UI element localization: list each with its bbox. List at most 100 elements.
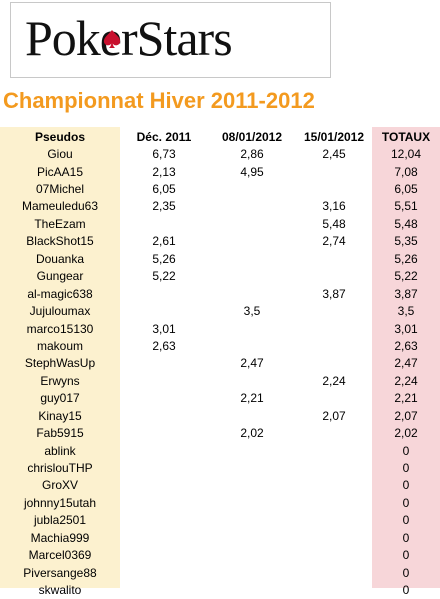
- cell-pseudo: guy017: [40, 391, 80, 406]
- cell-15-01-2012: [296, 564, 372, 581]
- cell-dec-2011: [120, 302, 208, 319]
- header-dec-2011: Déc. 2011: [136, 129, 192, 144]
- cell-15-01-2012: [296, 163, 372, 180]
- table-row: BlackShot15 2,61 2,74 5,35: [0, 233, 440, 250]
- cell-08-01-2012: [208, 372, 296, 389]
- cell-08-01-2012: [208, 407, 296, 424]
- cell-15-01-2012: [296, 581, 372, 598]
- cell-dec-2011: [120, 355, 208, 372]
- cell-15-01-2012: [296, 302, 372, 319]
- cell-08-01-2012: 2,21: [240, 391, 264, 406]
- cell-total: 3,01: [394, 321, 418, 336]
- cell-pseudo: StephWasUp: [24, 356, 96, 371]
- cell-15-01-2012: 2,74: [322, 234, 346, 249]
- cell-08-01-2012: [208, 512, 296, 529]
- cell-pseudo: Gungear: [36, 269, 84, 284]
- cell-total: 2,63: [394, 338, 418, 353]
- cell-total: 2,47: [394, 356, 418, 371]
- cell-dec-2011: 2,13: [152, 164, 176, 179]
- cell-dec-2011: [120, 424, 208, 441]
- cell-dec-2011: [120, 547, 208, 564]
- table-body: Giou 6,73 2,86 2,45 12,04 PicAA15 2,13 4,95 7,08…: [0, 145, 440, 598]
- cell-total: 5,35: [394, 234, 418, 249]
- cell-total: 0: [402, 583, 410, 598]
- cell-total: 6,05: [394, 182, 418, 197]
- cell-pseudo: skwalito: [38, 583, 82, 598]
- table-row: TheEzam 5,48 5,48: [0, 215, 440, 232]
- cell-15-01-2012: [296, 442, 372, 459]
- cell-pseudo: TheEzam: [34, 216, 86, 231]
- header-totaux: TOTAUX: [381, 129, 431, 144]
- table-row: PicAA15 2,13 4,95 7,08: [0, 163, 440, 180]
- cell-15-01-2012: [296, 390, 372, 407]
- spade-icon: [103, 30, 121, 48]
- cell-08-01-2012: [208, 215, 296, 232]
- table-row: Erwyns 2,24 2,24: [0, 372, 440, 389]
- cell-08-01-2012: [208, 337, 296, 354]
- cell-dec-2011: [120, 285, 208, 302]
- page-title: Championnat Hiver 2011-2012: [3, 88, 315, 113]
- table-row: al-magic638 3,87 3,87: [0, 285, 440, 302]
- cell-pseudo: BlackShot15: [26, 234, 94, 249]
- cell-dec-2011: [120, 407, 208, 424]
- table-row: chrislouTHP 0: [0, 459, 440, 476]
- cell-08-01-2012: [208, 180, 296, 197]
- header-15-01-2012: 15/01/2012: [303, 129, 365, 144]
- cell-dec-2011: [120, 442, 208, 459]
- table-row: marco15130 3,01 3,01: [0, 320, 440, 337]
- table-row: Piversange88 0: [0, 564, 440, 581]
- cell-total: 0: [402, 495, 410, 510]
- table-row: Jujuloumax 3,5 3,5: [0, 302, 440, 319]
- cell-dec-2011: 6,73: [152, 147, 176, 162]
- cell-08-01-2012: [208, 320, 296, 337]
- cell-08-01-2012: [208, 529, 296, 546]
- cell-total: 3,87: [394, 286, 418, 301]
- cell-dec-2011: 2,63: [152, 338, 176, 353]
- cell-08-01-2012: [208, 198, 296, 215]
- table-row: Gungear 5,22 5,22: [0, 268, 440, 285]
- cell-dec-2011: [120, 390, 208, 407]
- cell-pseudo: al-magic638: [27, 286, 93, 301]
- cell-15-01-2012: [296, 337, 372, 354]
- cell-15-01-2012: [296, 320, 372, 337]
- cell-15-01-2012: [296, 424, 372, 441]
- cell-15-01-2012: 2,45: [322, 147, 346, 162]
- cell-dec-2011: [120, 459, 208, 476]
- cell-dec-2011: [120, 529, 208, 546]
- cell-pseudo: Marcel0369: [28, 548, 92, 563]
- pseudo-column-background: [0, 127, 120, 588]
- cell-08-01-2012: 2,47: [240, 356, 264, 371]
- totals-column-background: [372, 127, 440, 588]
- cell-08-01-2012: [208, 268, 296, 285]
- table-row: Fab5915 2,02 2,02: [0, 424, 440, 441]
- table-row: 07Michel 6,05 6,05: [0, 180, 440, 197]
- cell-dec-2011: [120, 215, 208, 232]
- cell-dec-2011: 2,35: [152, 199, 176, 214]
- cell-pseudo: Giou: [47, 147, 73, 162]
- cell-15-01-2012: 2,24: [322, 373, 346, 388]
- cell-pseudo: Piversange88: [23, 565, 97, 580]
- cell-08-01-2012: 2,02: [240, 426, 264, 441]
- cell-dec-2011: 5,22: [152, 269, 176, 284]
- cell-dec-2011: [120, 477, 208, 494]
- cell-pseudo: PicAA15: [36, 164, 84, 179]
- cell-15-01-2012: [296, 547, 372, 564]
- cell-08-01-2012: [208, 250, 296, 267]
- cell-total: 2,24: [394, 373, 418, 388]
- logo-text: PokerStars: [25, 10, 233, 66]
- cell-15-01-2012: [296, 268, 372, 285]
- cell-08-01-2012: [208, 285, 296, 302]
- cell-dec-2011: 6,05: [152, 182, 176, 197]
- cell-pseudo: johnny15utah: [23, 495, 97, 510]
- header-08-01-2012: 08/01/2012: [221, 129, 283, 144]
- cell-15-01-2012: 2,07: [322, 408, 346, 423]
- table-header-row: Pseudos Déc. 2011 08/01/2012 15/01/2012 …: [0, 128, 440, 145]
- cell-pseudo: Kinay15: [38, 408, 82, 423]
- table-row: Douanka 5,26 5,26: [0, 250, 440, 267]
- cell-total: 2,21: [394, 391, 418, 406]
- cell-total: 3,5: [397, 304, 415, 319]
- cell-dec-2011: [120, 512, 208, 529]
- cell-total: 0: [402, 513, 410, 528]
- header-pseudos: Pseudos: [34, 129, 85, 144]
- cell-total: 7,08: [394, 164, 418, 179]
